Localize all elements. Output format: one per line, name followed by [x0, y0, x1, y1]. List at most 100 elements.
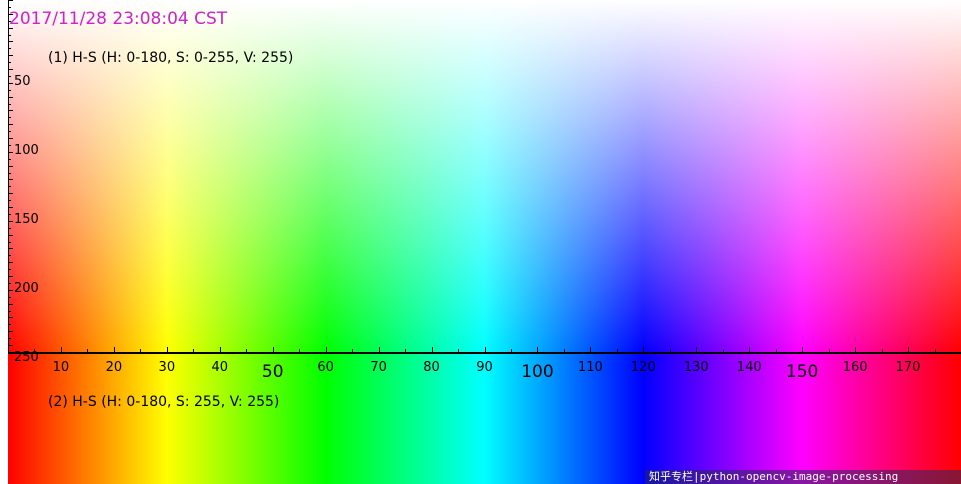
hue-minor-tick [484, 347, 486, 352]
saturation-minor-tick [8, 20, 11, 22]
panel-2-label: (2) H-S (H: 0-180, S: 255, V: 255) [48, 394, 280, 410]
hue-tick-label: 40 [211, 360, 229, 375]
hue-minor-tick [8, 347, 9, 352]
saturation-minor-tick [8, 158, 11, 160]
hue-minor-tick [563, 349, 565, 352]
saturation-minor-tick [8, 34, 11, 36]
saturation-minor-tick [8, 138, 13, 140]
hue-tick-label: 100 [521, 362, 554, 382]
hue-tick-label: 110 [577, 360, 603, 375]
hue-minor-tick [378, 347, 380, 352]
saturation-minor-tick [8, 207, 13, 209]
hue-tick-label: 150 [785, 362, 819, 382]
hue-minor-tick [272, 347, 274, 352]
saturation-minor-tick [8, 96, 13, 98]
hue-minor-tick [696, 347, 698, 352]
saturation-minor-tick [8, 89, 11, 91]
hue-tick-label: 60 [317, 360, 334, 375]
hue-minor-tick [722, 349, 724, 352]
saturation-minor-tick [8, 82, 13, 84]
hue-tick-label: 80 [423, 360, 440, 375]
hue-minor-tick [510, 349, 512, 352]
saturation-minor-tick [8, 227, 11, 229]
hue-tick-label: 160 [842, 360, 868, 375]
hue-minor-tick [669, 349, 671, 352]
saturation-minor-tick [8, 213, 11, 215]
panel-1-label: (1) H-S (H: 0-180, S: 0-255, V: 255) [48, 50, 294, 66]
saturation-minor-tick [8, 27, 13, 29]
hue-minor-tick [299, 349, 301, 352]
saturation-minor-tick [8, 13, 13, 15]
saturation-minor-tick [8, 186, 11, 188]
saturation-minor-tick [8, 124, 13, 126]
hue-minor-tick [537, 347, 539, 352]
saturation-minor-tick [8, 151, 13, 153]
hue-minor-tick [352, 349, 354, 352]
hue-minor-tick [802, 347, 804, 352]
hue-tick-label: 170 [895, 360, 921, 375]
saturation-minor-tick [8, 172, 11, 174]
saturation-minor-tick [8, 69, 13, 71]
hue-minor-tick [749, 347, 751, 352]
saturation-minor-tick [8, 331, 13, 333]
saturation-minor-tick [8, 41, 13, 43]
saturation-minor-tick [8, 338, 11, 340]
saturation-minor-tick [8, 117, 11, 119]
hue-minor-tick [643, 347, 645, 352]
saturation-axis-line [8, 0, 9, 352]
saturation-minor-tick [8, 248, 13, 250]
hue-axis-line [8, 352, 961, 354]
hue-minor-tick [908, 347, 910, 352]
hue-minor-tick [881, 349, 883, 352]
saturation-minor-tick [8, 234, 13, 236]
hue-minor-tick [87, 349, 89, 352]
timestamp: 2017/11/28 23:08:04 CST [9, 9, 228, 29]
saturation-minor-tick [8, 269, 11, 271]
watermark: 知乎专栏|python-opencv-image-processing [645, 470, 961, 484]
saturation-minor-tick [8, 48, 11, 50]
hue-minor-tick [934, 349, 936, 352]
saturation-minor-tick [8, 200, 11, 202]
saturation-minor-tick [8, 179, 13, 181]
saturation-minor-tick [8, 296, 11, 298]
hue-tick-label: 50 [261, 362, 284, 382]
hue-tick-label: 10 [52, 360, 70, 375]
saturation-tick-label: 200 [14, 281, 39, 297]
saturation-minor-tick [8, 75, 11, 77]
hue-minor-tick [828, 349, 830, 352]
hue-minor-tick [140, 349, 142, 352]
saturation-minor-tick [8, 241, 11, 243]
hue-tick-label: 20 [105, 360, 123, 375]
hue-minor-tick [166, 347, 168, 352]
hue-minor-tick [113, 347, 115, 352]
saturation-minor-tick [8, 110, 13, 112]
hue-tick-label: 130 [683, 360, 709, 375]
hs-gradient-panel-2 [8, 352, 961, 484]
saturation-minor-tick [8, 352, 11, 353]
saturation-minor-tick [8, 6, 11, 8]
saturation-tick-label: 150 [14, 212, 39, 228]
hue-minor-tick [431, 347, 433, 352]
saturation-minor-tick [8, 262, 13, 264]
hue-minor-tick [405, 349, 407, 352]
saturation-minor-tick [8, 62, 11, 64]
saturation-minor-tick [8, 103, 11, 105]
hue-tick-label: 30 [158, 360, 176, 375]
saturation-minor-tick [8, 220, 13, 222]
hue-minor-tick [325, 347, 327, 352]
hue-minor-tick [775, 349, 777, 352]
saturation-minor-tick [8, 289, 13, 291]
saturation-minor-tick [8, 255, 11, 257]
hue-minor-tick [219, 347, 221, 352]
hue-minor-tick [60, 347, 62, 352]
hue-minor-tick [246, 349, 248, 352]
saturation-tick-label: 250 [14, 350, 39, 366]
saturation-minor-tick [8, 310, 11, 312]
saturation-minor-tick [8, 324, 11, 326]
saturation-tick-label: 100 [14, 143, 39, 159]
saturation-minor-tick [8, 0, 13, 1]
saturation-minor-tick [8, 55, 13, 57]
hue-tick-label: 90 [476, 360, 493, 375]
hue-minor-tick [616, 349, 618, 352]
